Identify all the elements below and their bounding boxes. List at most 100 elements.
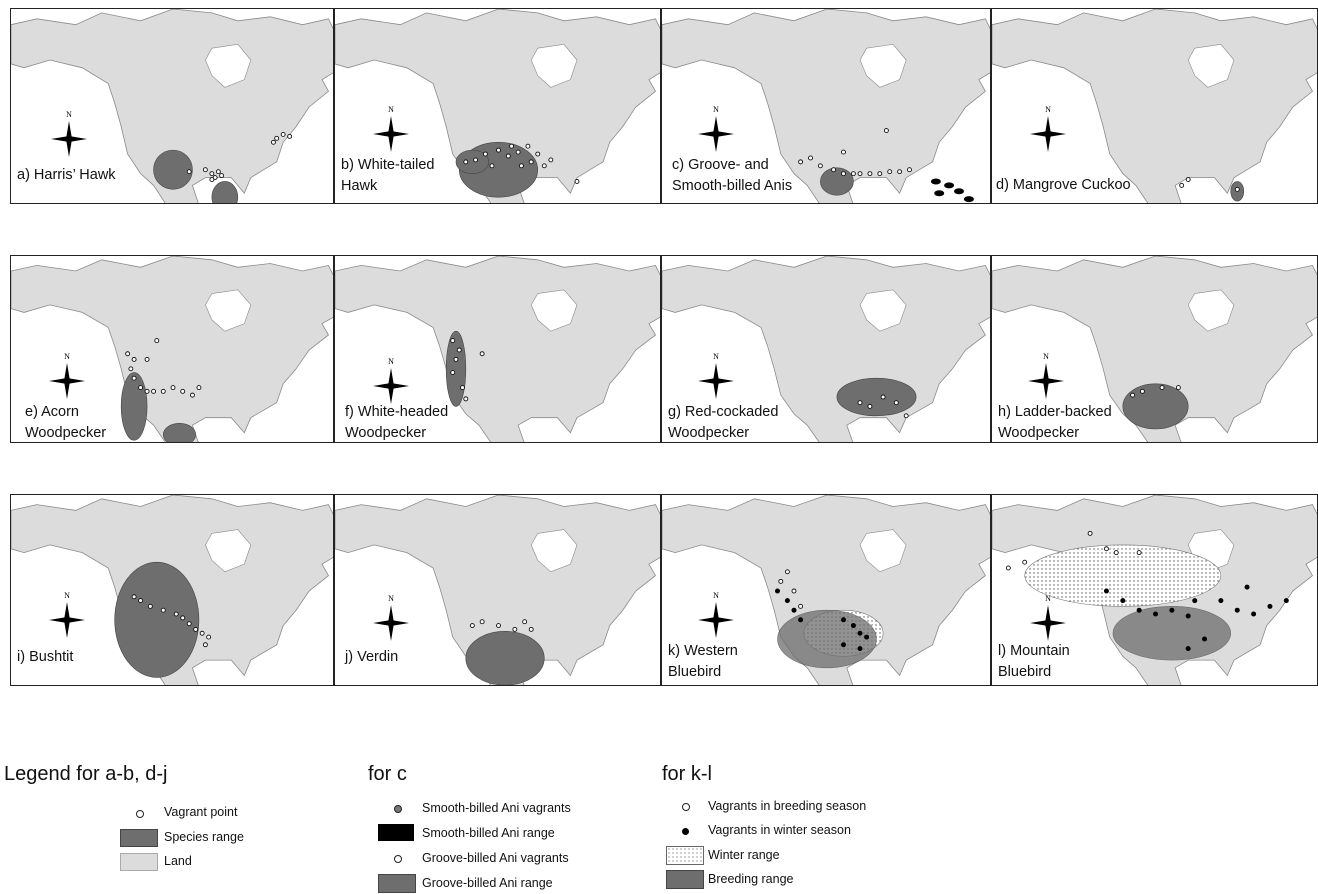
winter-vagrant-point bbox=[784, 598, 790, 604]
panel-label-l: l) Mountain Bluebird bbox=[998, 643, 1070, 680]
north-arrow-icon: N bbox=[373, 594, 409, 641]
panel-label-j: j) Verdin bbox=[345, 649, 399, 665]
vagrant-point bbox=[857, 171, 863, 177]
vagrant-point bbox=[144, 356, 150, 362]
vagrant-point bbox=[138, 598, 144, 604]
land-mass bbox=[11, 256, 333, 442]
vagrant-point bbox=[170, 385, 176, 391]
winter-vagrant-symbol bbox=[682, 828, 689, 835]
hudson-bay bbox=[859, 529, 907, 573]
species-range bbox=[777, 609, 877, 669]
legend-title-main: Legend for a-b, d-j bbox=[4, 763, 168, 785]
north-label: N bbox=[713, 591, 719, 600]
legend-item-species-range: Species range bbox=[164, 830, 244, 844]
vagrant-point bbox=[1103, 546, 1109, 552]
winter-vagrant-point bbox=[798, 617, 804, 623]
groove-billed-range-symbol bbox=[378, 874, 416, 893]
vagrant-point bbox=[196, 385, 202, 391]
hudson-bay bbox=[1187, 289, 1235, 332]
vagrant-point bbox=[841, 171, 846, 177]
winter-vagrant-point bbox=[1192, 598, 1198, 604]
vagrant-point bbox=[128, 366, 134, 372]
north-label: N bbox=[1045, 105, 1051, 114]
north-label: N bbox=[64, 591, 70, 600]
winter-vagrant-point bbox=[1120, 598, 1126, 604]
north-arrow-icon: N bbox=[373, 105, 409, 152]
vagrant-point bbox=[144, 388, 150, 394]
vagrant-point bbox=[1130, 392, 1136, 398]
vagrant-point bbox=[450, 338, 456, 344]
species-range bbox=[836, 377, 917, 417]
winter-vagrant-point bbox=[1136, 607, 1142, 613]
vagrant-point bbox=[518, 163, 524, 169]
vagrant-point bbox=[270, 139, 276, 145]
vagrant-point bbox=[173, 611, 179, 617]
vagrant-point-symbol bbox=[136, 810, 144, 818]
vagrant-point bbox=[189, 392, 195, 398]
vagrant-point bbox=[778, 578, 784, 584]
vagrant-point bbox=[907, 167, 912, 173]
vagrant-point bbox=[887, 169, 893, 175]
panel-label-a: a) Harris’ Hawk bbox=[17, 167, 116, 183]
vagrant-point bbox=[535, 151, 541, 157]
vagrant-point bbox=[482, 151, 488, 157]
winter-vagrant-point bbox=[775, 588, 780, 594]
smooth-billed-range-symbol bbox=[378, 824, 414, 841]
vagrant-point bbox=[496, 623, 501, 629]
land-symbol bbox=[120, 853, 158, 871]
vagrant-point bbox=[131, 375, 137, 381]
legend-item-breeding-vagrants: Vagrants in breeding season bbox=[708, 799, 867, 813]
winter-vagrant-point bbox=[1283, 598, 1289, 604]
species-range bbox=[820, 167, 854, 196]
legend-item-land: Land bbox=[164, 854, 192, 868]
species-range bbox=[465, 631, 545, 685]
vagrant-point bbox=[456, 347, 462, 353]
vagrant-point bbox=[831, 167, 837, 173]
vagrant-point bbox=[522, 619, 528, 625]
species-range bbox=[445, 330, 467, 407]
vagrant-point bbox=[512, 626, 518, 632]
vagrant-point bbox=[850, 171, 856, 177]
vagrant-point bbox=[469, 623, 475, 629]
north-arrow-icon: N bbox=[1028, 352, 1064, 399]
north-arrow-icon: N bbox=[49, 352, 85, 399]
legend-item-winter-vagrants: Vagrants in winter season bbox=[708, 823, 851, 837]
map-d: N bbox=[992, 9, 1317, 203]
legend-item-smooth-billed-vagrants: Smooth-billed Ani vagrants bbox=[422, 801, 571, 815]
vagrant-point bbox=[209, 177, 215, 182]
land-mass bbox=[992, 9, 1317, 203]
vagrant-point bbox=[460, 385, 465, 391]
land-mass bbox=[662, 9, 990, 203]
vagrant-point bbox=[1113, 550, 1119, 556]
vagrant-point bbox=[160, 388, 166, 394]
north-arrow-icon: N bbox=[49, 591, 85, 638]
vagrant-point bbox=[574, 179, 580, 184]
smooth-billed-range bbox=[963, 196, 974, 203]
vagrant-point bbox=[528, 159, 534, 165]
north-label: N bbox=[713, 105, 719, 114]
land-mass bbox=[335, 495, 660, 685]
groove-billed-vagrant-symbol bbox=[394, 855, 402, 863]
vagrant-point bbox=[784, 569, 790, 575]
vagrant-point bbox=[479, 619, 485, 625]
north-arrow-icon: N bbox=[698, 352, 734, 399]
vagrant-point bbox=[154, 338, 160, 344]
panel-label-b: b) White-tailed Hawk bbox=[341, 157, 435, 194]
vagrant-point bbox=[186, 621, 192, 627]
north-label: N bbox=[1043, 352, 1049, 361]
vagrant-point bbox=[817, 163, 823, 169]
north-label: N bbox=[388, 357, 394, 366]
hudson-bay bbox=[859, 289, 907, 332]
vagrant-point bbox=[138, 385, 144, 391]
legend-title-c: for c bbox=[368, 763, 407, 785]
winter-vagrant-point bbox=[1202, 636, 1208, 642]
panel-label-h: h) Ladder-backed Woodpecker bbox=[998, 404, 1112, 441]
legend-item-breeding-range: Breeding range bbox=[708, 872, 794, 886]
map-b: N bbox=[335, 9, 660, 203]
